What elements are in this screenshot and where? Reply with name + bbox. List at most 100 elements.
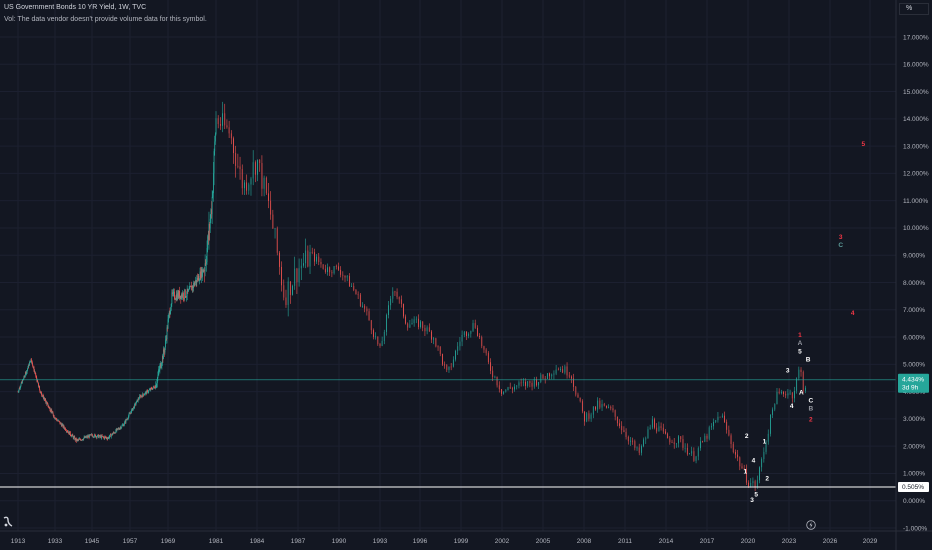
candle-body [222, 113, 223, 126]
candle-body [522, 381, 524, 383]
candle-body [351, 286, 352, 287]
candle-body [120, 427, 122, 429]
candle-body [147, 390, 149, 393]
time-tick-label: 1981 [209, 538, 224, 545]
candle-body [303, 263, 304, 266]
candle-body [159, 365, 161, 371]
candle-body [133, 406, 135, 408]
candle-body [562, 369, 564, 373]
candle-body [287, 281, 289, 305]
candle-body [154, 387, 156, 389]
candle-body [728, 429, 730, 436]
candle-body [157, 370, 159, 376]
candle-body [407, 323, 409, 328]
candle-body [90, 434, 91, 436]
candle-body [177, 292, 178, 300]
candle-body [191, 286, 193, 291]
candle-body [117, 428, 119, 430]
candle-body [468, 333, 470, 337]
candle-body [237, 165, 239, 167]
candle-body [123, 424, 124, 427]
candle-body [66, 431, 68, 432]
candle-body [398, 297, 400, 300]
candle-body [176, 294, 178, 300]
wave-label: 3 [786, 368, 790, 375]
price-tick-label: 9.000% [903, 253, 925, 260]
candle-body [75, 438, 77, 441]
candle-body [215, 118, 217, 134]
candle-body [172, 291, 174, 294]
candle-body [616, 416, 618, 424]
time-tick-label: 2005 [536, 538, 551, 545]
candle-body [204, 263, 206, 272]
candle-body [555, 369, 557, 374]
candle-body [311, 251, 313, 253]
candle-body [641, 446, 642, 453]
candle-body [155, 385, 157, 388]
candle-body [85, 436, 86, 438]
time-tick-label: 2017 [700, 538, 715, 545]
candle-body [568, 375, 570, 377]
candle-body [31, 361, 33, 363]
candle-body [114, 432, 116, 434]
candle-body [49, 407, 51, 411]
candle-body [647, 429, 649, 439]
price-tick-label: 17.000% [903, 34, 929, 41]
candle-body [150, 387, 152, 389]
candle-body [130, 412, 132, 414]
time-tick-label: 1996 [413, 538, 428, 545]
candle-body [557, 369, 559, 371]
candle-body [759, 467, 760, 481]
candle-body [450, 366, 452, 368]
wave-label: A [799, 389, 804, 396]
candle-body [355, 289, 357, 295]
candle-body [60, 422, 61, 424]
candle-body [654, 419, 655, 428]
candle-body [184, 289, 186, 299]
candle-body [93, 436, 94, 438]
candle-body [116, 428, 118, 430]
candle-body [58, 420, 59, 422]
candle-body [140, 395, 142, 398]
candle-body [320, 262, 322, 265]
candle-body [156, 377, 158, 384]
candle-body [778, 391, 780, 394]
lightning-goto-icon[interactable] [806, 520, 816, 530]
candle-body [59, 421, 60, 423]
candle-body [207, 236, 209, 240]
candle-body [370, 320, 372, 331]
candle-body [54, 418, 56, 419]
candle-body [213, 151, 215, 174]
candle-body [228, 127, 230, 134]
candle-body [131, 408, 133, 410]
candle-body [145, 391, 147, 393]
candle-body [99, 435, 100, 437]
candle-body [166, 327, 168, 340]
chart-title[interactable]: US Government Bonds 10 YR Yield, 1W, TVC [4, 4, 147, 11]
candle-body [689, 453, 690, 455]
candle-body [164, 347, 166, 353]
candle-body [693, 451, 695, 461]
candle-body [601, 404, 603, 408]
candle-body [203, 270, 205, 272]
candle-body [307, 250, 309, 267]
tradingview-logo-icon[interactable] [3, 516, 13, 528]
candle-body [415, 318, 417, 320]
candle-body [87, 436, 88, 438]
candle-body [409, 324, 411, 328]
price-unit-selector[interactable]: % [899, 3, 929, 15]
candle-body [107, 438, 109, 440]
wave-label: 2 [745, 433, 749, 440]
candle-body [83, 438, 85, 440]
candle-body [177, 292, 179, 298]
candle-body [80, 439, 82, 441]
candle-body [525, 381, 526, 386]
candle-body [634, 441, 636, 448]
candle-body [123, 424, 125, 427]
candle-body [22, 379, 23, 384]
candle-body [204, 270, 205, 272]
candle-body [55, 418, 57, 420]
candle-body [181, 294, 183, 297]
candle-body [208, 223, 210, 240]
